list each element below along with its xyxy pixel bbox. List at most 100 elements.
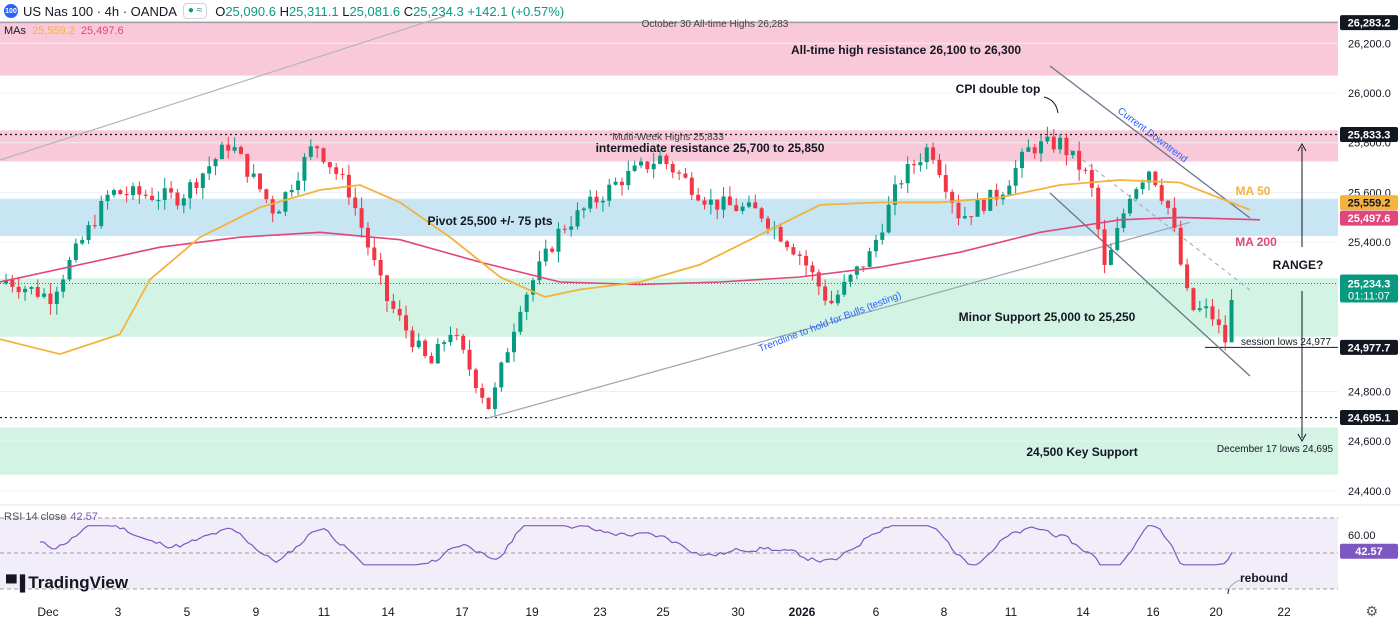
ma50-line	[0, 179, 1251, 356]
candle-body	[4, 280, 8, 284]
candle-body	[207, 166, 212, 174]
zone-2	[0, 198, 1338, 237]
x-tick-label: 14	[1076, 605, 1090, 619]
candle-body	[194, 182, 199, 188]
candle-body	[23, 288, 28, 293]
candle-body	[124, 194, 129, 196]
cpi-arrow	[1043, 96, 1059, 114]
candle-body	[899, 183, 904, 185]
candle-body	[111, 190, 116, 195]
candle-body	[1210, 306, 1215, 320]
candle-body	[727, 196, 732, 206]
candle-body	[664, 155, 669, 165]
session-low-price-tag-bg	[1340, 339, 1398, 355]
candle-body	[848, 274, 853, 282]
mw-high-price-tag: 25,833.3	[1348, 130, 1391, 142]
candle-body	[258, 173, 262, 190]
intermediate-zone-label: intermediate resistance 25,700 to 25,850	[596, 141, 825, 155]
downtrend-upper-line	[1049, 65, 1251, 219]
x-tick-label: 25	[656, 605, 670, 619]
candle-body	[791, 247, 796, 255]
long-term-uptrend-line	[0, 15, 446, 161]
candle-body	[61, 279, 66, 292]
x-tick-label: 2026	[789, 605, 816, 619]
rsi-legend[interactable]: RSI 14 close 42.57	[4, 511, 98, 523]
candle-body	[924, 147, 929, 163]
candle-body	[950, 191, 955, 203]
candle-body	[143, 194, 148, 196]
candle-body	[169, 188, 174, 193]
candle-body	[1159, 185, 1164, 201]
x-tick-label: 14	[381, 605, 395, 619]
candle-body	[461, 335, 466, 350]
candle-body	[683, 173, 688, 178]
session-low-price-tag: 24,977.7	[1348, 342, 1391, 354]
candle-body	[372, 247, 377, 260]
candle-body	[1140, 182, 1145, 190]
candle-body	[721, 196, 726, 210]
candle-body	[67, 259, 72, 280]
candle-body	[816, 272, 821, 287]
candle-body	[35, 286, 40, 297]
candle-body	[1026, 147, 1031, 152]
candle-body	[245, 153, 250, 177]
candle-body	[302, 156, 307, 181]
mw-high-price-tag-bg	[1340, 127, 1398, 143]
ma200-price-tag-bg	[1340, 210, 1398, 226]
candle-body	[1185, 264, 1190, 289]
last-price-tag-bg	[1340, 274, 1398, 303]
candle-body	[1153, 171, 1158, 186]
candle-body	[639, 161, 643, 166]
key-support-label: 24,500 Key Support	[1026, 445, 1137, 459]
candle-body	[283, 192, 288, 212]
zone-4	[0, 427, 1338, 475]
candle-body	[219, 144, 224, 160]
candle-body	[810, 265, 815, 273]
candle-body	[886, 204, 891, 233]
candle-body	[804, 255, 809, 266]
x-tick-label: 16	[1146, 605, 1160, 619]
candle-body	[92, 225, 97, 227]
candle-body	[448, 334, 453, 343]
candle-body	[131, 186, 135, 196]
candle-body	[385, 275, 389, 302]
candle-body	[1108, 250, 1113, 265]
candle-body	[486, 397, 491, 410]
candle-body	[505, 352, 510, 363]
session-lows-label: session lows 24,977	[1241, 337, 1331, 348]
candle-body	[994, 189, 999, 200]
candle-body	[842, 281, 847, 295]
candle-body	[524, 294, 529, 312]
symbol-header[interactable]: 100 US Nas 100 · 4h · OANDA ● ≈ O25,090.…	[0, 0, 564, 22]
last-price-tag: 25,234.3	[1348, 279, 1391, 291]
candle-body	[1064, 137, 1069, 156]
candle-body	[321, 148, 326, 163]
candle-body	[651, 163, 656, 170]
zone-3	[0, 278, 1338, 337]
candle-body	[467, 349, 472, 370]
candle-body	[80, 240, 85, 244]
candle-body	[880, 232, 885, 240]
candle-body	[1070, 150, 1075, 156]
ma50-price-tag: 25,559.2	[1348, 198, 1391, 210]
rsi-value-tag-bg	[1340, 543, 1398, 559]
candle-body	[188, 182, 193, 199]
ma-legend[interactable]: MAs 25,559.2 25,497.6	[4, 25, 124, 37]
candle-body	[645, 161, 650, 170]
gear-icon[interactable]: ⚙	[1365, 603, 1378, 619]
candle-body	[499, 362, 504, 388]
candle-body	[670, 164, 675, 173]
candle-body	[867, 251, 872, 267]
dec17-low-price-tag-bg	[1340, 410, 1398, 426]
indicator-status-chip[interactable]: ● ≈	[182, 3, 208, 19]
candle-body	[797, 254, 802, 256]
candle-body	[912, 164, 917, 166]
candle-body	[981, 200, 986, 211]
candle-body	[956, 202, 961, 219]
symbol-title[interactable]: US Nas 100 · 4h · OANDA	[23, 3, 177, 19]
candle-body	[365, 227, 370, 248]
candle-body	[702, 200, 707, 205]
candle-body	[708, 199, 713, 205]
candle-body	[416, 340, 421, 348]
